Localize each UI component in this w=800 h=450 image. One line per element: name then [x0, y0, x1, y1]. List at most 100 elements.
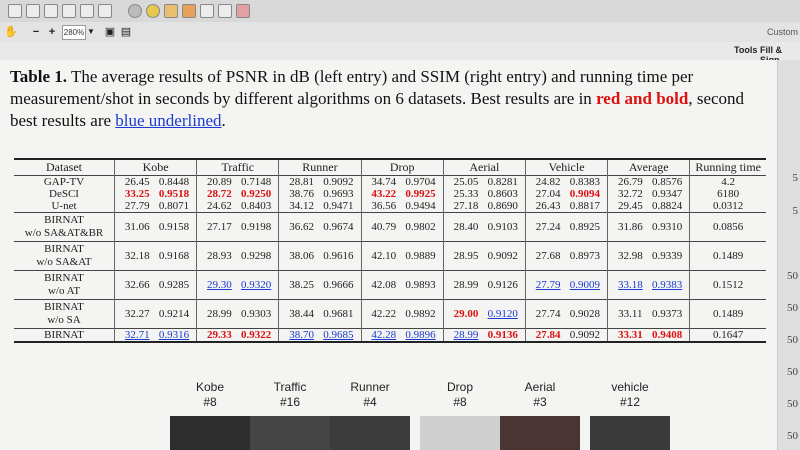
table-row: GAP-TV 26.45 0.8448 20.89 0.7148 28.81 0.90…	[14, 175, 766, 188]
result-cell: 42.10 0.9889	[360, 241, 444, 271]
ssim-value: 0.8973	[569, 249, 601, 262]
result-cell: 27.79 0.9009	[524, 270, 608, 300]
ssim-value: 0.8690	[487, 200, 518, 212]
hand-icon[interactable]: ✋	[4, 26, 18, 38]
result-cell: 27.79 0.8071	[113, 200, 197, 213]
stamp-icon[interactable]	[164, 4, 178, 18]
result-cell: 32.98 0.9339	[607, 241, 690, 271]
psnr-value: 42.10	[371, 249, 397, 262]
ssim-value: 0.9889	[405, 249, 436, 262]
result-cell: 38.76 0.9693	[278, 188, 362, 200]
header-kobe: Kobe	[113, 159, 197, 176]
print-icon[interactable]	[62, 4, 76, 18]
psnr-value: 38.44	[289, 307, 314, 320]
psnr-value: 28.40	[453, 220, 479, 233]
running-time-cell: 0.0312	[689, 200, 766, 213]
result-cell: 32.27 0.9214	[113, 299, 197, 329]
result-cell: 38.44 0.9681	[278, 299, 362, 329]
result-cell: 32.18 0.9168	[113, 241, 197, 271]
ssim-value: 0.9518	[158, 188, 190, 200]
comment-icon[interactable]	[146, 4, 160, 18]
ssim-value: 0.9136	[487, 329, 518, 341]
document-view: Table 1. The average results of PSNR in …	[0, 60, 778, 450]
save-icon[interactable]	[26, 4, 40, 18]
result-cell: 32.71 0.9316	[113, 328, 197, 342]
header-vehicle: Vehicle	[524, 159, 608, 176]
edit-icon[interactable]	[80, 4, 94, 18]
ssim-value: 0.9408	[651, 329, 683, 341]
zoom-input[interactable]: 280%	[62, 25, 86, 40]
running-time-cell: 0.1512	[689, 270, 766, 300]
running-time-cell: 0.0856	[689, 212, 766, 242]
result-cell: 25.05 0.8281	[442, 175, 526, 188]
page-icon[interactable]	[8, 4, 22, 18]
header-dataset: Dataset	[46, 160, 82, 174]
tools-button[interactable]: Tools	[734, 45, 758, 55]
table-row: DeSCI 33.25 0.9518 28.72 0.9250 38.76 0.969…	[14, 188, 766, 200]
thumbnail-label: Traffic #16	[260, 380, 320, 410]
result-cell: 43.22 0.9925	[360, 188, 444, 200]
thumbnail-name: Drop	[446, 380, 473, 394]
row-name-variant: w/o AT	[47, 285, 81, 297]
document-icon[interactable]	[200, 4, 214, 18]
delete-icon[interactable]	[236, 4, 250, 18]
result-cell: 42.28 0.9896	[360, 328, 444, 342]
row-dataset-name: BIRNAT w/o SA&AT&BR	[14, 213, 115, 242]
result-cell: 36.62 0.9674	[278, 212, 362, 242]
zoom-out-button[interactable]: −	[32, 26, 40, 38]
chevron-down-icon[interactable]: ▼	[87, 27, 95, 36]
result-cell: 29.30 0.9320	[196, 270, 279, 300]
thumbnail-image	[420, 416, 500, 450]
row-dataset-name: BIRNAT w/o SA&AT	[14, 242, 115, 271]
ssim-value: 0.9103	[487, 220, 518, 233]
thumbnail-name: Traffic	[273, 380, 307, 394]
result-cell: 33.25 0.9518	[113, 188, 197, 200]
psnr-value: 42.08	[371, 278, 397, 291]
zoom-in-button[interactable]: +	[48, 26, 56, 38]
ssim-value: 0.9316	[158, 329, 190, 341]
thumbnail-label: vehicle #12	[600, 380, 660, 410]
psnr-value: 24.82	[535, 176, 561, 188]
caption-blue-link[interactable]: blue underlined	[115, 111, 222, 130]
psnr-value: 27.84	[535, 329, 561, 341]
psnr-value: 38.70	[289, 329, 314, 341]
page-number: 5	[792, 205, 799, 217]
highlight-icon[interactable]	[182, 4, 196, 18]
psnr-value: 27.79	[535, 278, 561, 291]
upload-icon[interactable]	[44, 4, 58, 18]
thumbnail-name: Kobe	[195, 380, 225, 394]
row-dataset-name: U-net	[51, 200, 77, 212]
thumbnail-label: Aerial #3	[510, 380, 570, 410]
thumbnail-image	[330, 416, 410, 450]
ssim-value: 0.9250	[241, 188, 272, 200]
right-scrollbar[interactable]: 5 5 50 50 50 50 50 50	[777, 60, 800, 450]
ssim-value: 0.9094	[569, 188, 601, 200]
result-cell: 38.70 0.9685	[278, 328, 362, 342]
header-drop: Drop	[360, 159, 444, 176]
ssim-value: 0.9303	[241, 307, 272, 320]
ssim-value: 0.9092	[487, 249, 518, 262]
psnr-value: 27.04	[535, 188, 561, 200]
result-cell: 27.04 0.9094	[524, 188, 608, 200]
fit-page-icon[interactable]: ▣	[104, 26, 116, 38]
mail-icon[interactable]	[98, 4, 112, 18]
gear-icon[interactable]	[128, 4, 142, 18]
fit-width-icon[interactable]: ▤	[120, 26, 132, 38]
result-cell: 36.56 0.9494	[360, 200, 444, 213]
page-number: 5	[792, 172, 799, 184]
ssim-value: 0.9347	[651, 188, 683, 200]
psnr-value: 40.79	[371, 220, 397, 233]
attach-icon[interactable]	[218, 4, 232, 18]
customize-label[interactable]: Custom	[766, 27, 798, 37]
page-number: 50	[787, 366, 798, 378]
header-average: Average	[607, 159, 690, 176]
psnr-value: 29.00	[453, 307, 479, 320]
psnr-value: 38.76	[289, 188, 314, 200]
ssim-value: 0.9896	[405, 329, 436, 341]
result-cell: 28.93 0.9298	[196, 241, 279, 271]
page-number: 50	[787, 334, 798, 346]
ssim-value: 0.9471	[323, 200, 354, 212]
psnr-value: 38.25	[289, 278, 314, 291]
result-cell: 38.25 0.9666	[278, 270, 362, 300]
ssim-value: 0.9494	[405, 200, 436, 212]
